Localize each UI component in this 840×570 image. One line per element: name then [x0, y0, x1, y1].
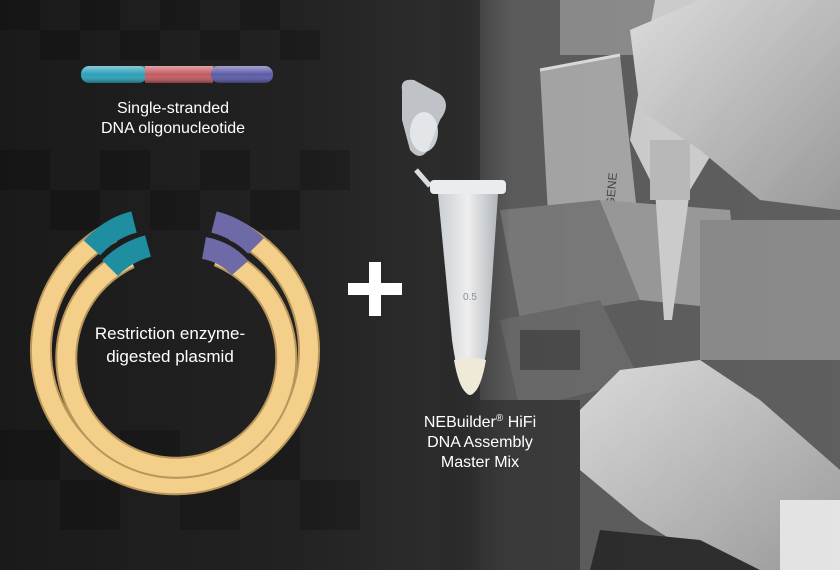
plasmid-label-line2: digested plasmid: [106, 347, 234, 366]
plasmid-outer-ring: [31, 221, 318, 494]
master-mix-label-line1: NEBuilder® HiFi: [423, 413, 537, 431]
oligo-label-line1: Single-stranded: [116, 100, 230, 117]
master-mix-label-line3: Master Mix: [440, 454, 520, 471]
plasmid-end-left-outer: [83, 211, 138, 256]
plasmid-end-right-outer: [211, 211, 264, 254]
svg-text:0.5: 0.5: [463, 292, 477, 303]
plus-sign: [348, 262, 402, 316]
oligo-label: Single-stranded DNA oligonucleotide: [60, 99, 286, 139]
oligo-label-line2: DNA oligonucleotide: [100, 120, 246, 137]
master-mix-tube: 0.5: [401, 79, 506, 395]
plasmid-inner-ring: [57, 247, 296, 477]
plasmid-end-right-inner: [201, 237, 249, 276]
plasmid-label-line1: Restriction enzyme-: [94, 324, 246, 343]
master-mix-label-line2: DNA Assembly: [427, 434, 533, 451]
oligonucleotide-graphic: [81, 66, 273, 83]
plasmid-label: Restriction enzyme- digested plasmid: [70, 322, 270, 368]
plasmid-graphic: [29, 211, 320, 496]
plasmid-end-left-inner: [102, 235, 152, 276]
master-mix-label: NEBuilder® HiFi DNA Assembly Master Mix: [390, 409, 570, 473]
